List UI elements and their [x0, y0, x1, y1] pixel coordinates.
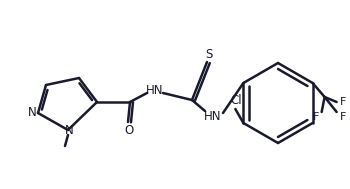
Text: F: F [340, 97, 346, 107]
Text: S: S [205, 49, 213, 61]
Text: O: O [124, 125, 134, 138]
Text: Cl: Cl [231, 94, 242, 108]
Text: F: F [313, 112, 319, 122]
Text: N: N [28, 106, 36, 119]
Text: HN: HN [146, 84, 164, 97]
Text: N: N [65, 123, 74, 136]
Text: HN: HN [204, 109, 222, 122]
Text: F: F [340, 112, 346, 122]
